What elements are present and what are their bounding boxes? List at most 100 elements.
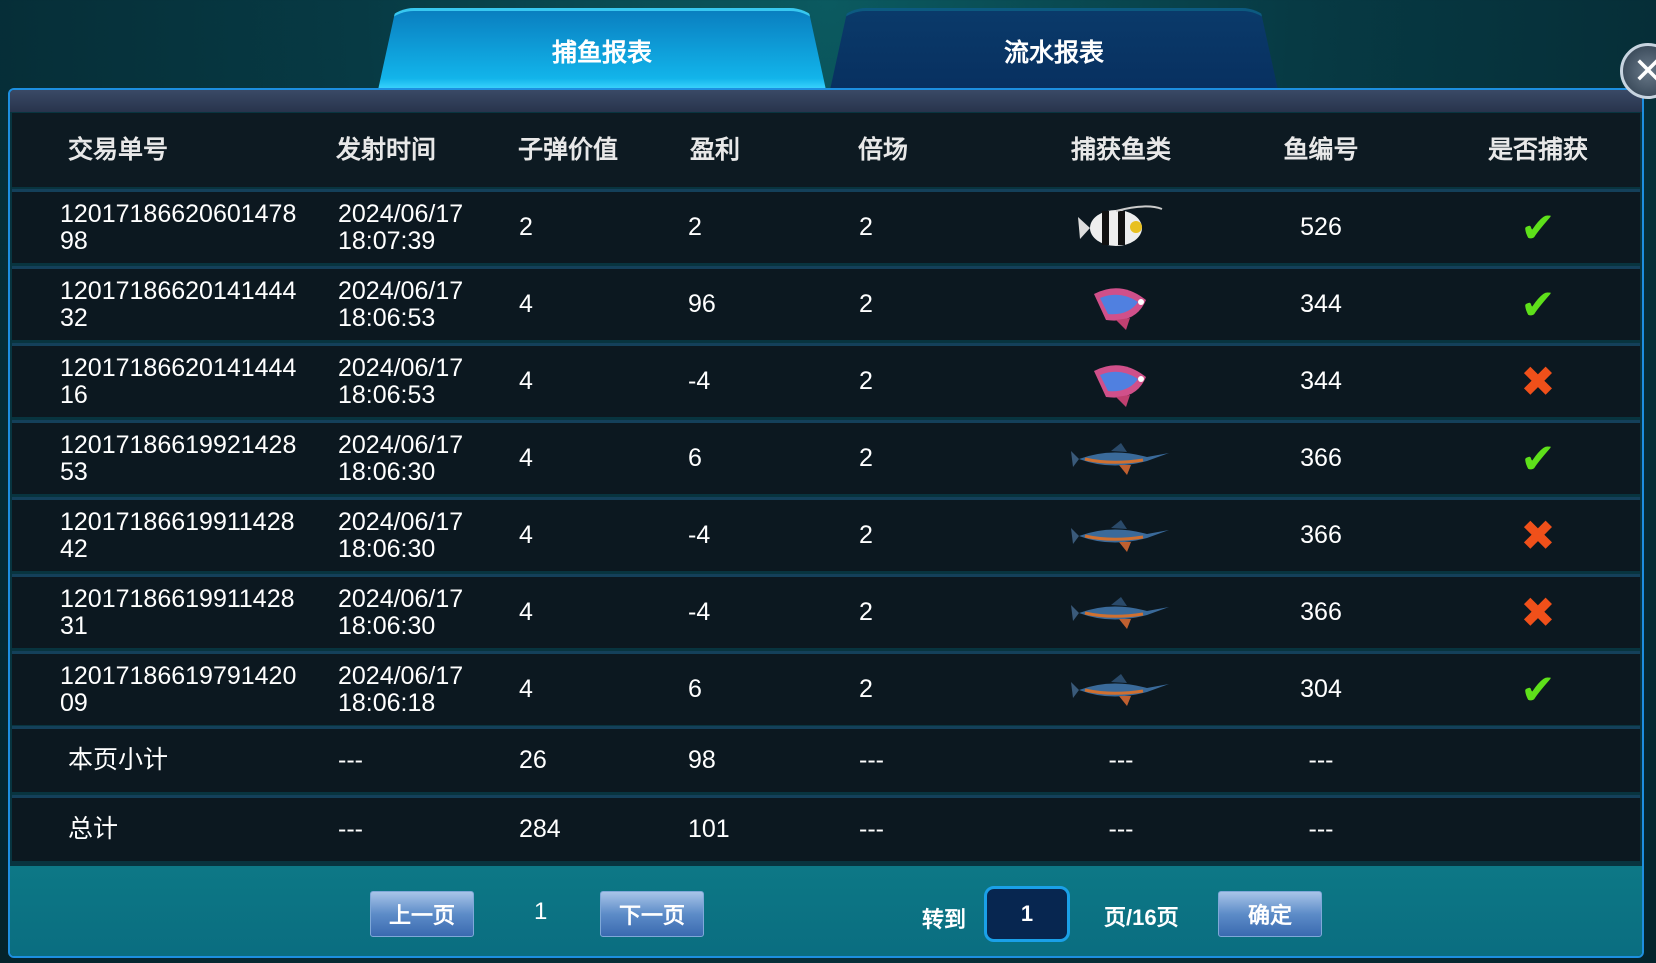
profit: 2 <box>688 213 702 241</box>
fish-number: 344 <box>1300 290 1342 318</box>
subtotal-fish: --- <box>1108 746 1134 774</box>
fire-time: 2024/06/17 18:06:30 <box>338 430 464 486</box>
profit: -4 <box>688 367 711 395</box>
fish-number: 344 <box>1300 367 1342 395</box>
profit: -4 <box>688 598 711 626</box>
table-row: 12017186619921428 53 2024/06/17 18:06:30 4… <box>12 420 1640 494</box>
table-header: 交易单号 发射时间 子弹价值 盈利 倍场 捕获鱼类 鱼编号 是否捕获 <box>12 113 1640 187</box>
cross-icon: ✖ <box>1520 511 1556 559</box>
subtotal-bullet: 26 <box>519 746 547 774</box>
subtotal-row: 本页小计 --- 26 98 --- --- --- <box>12 726 1640 792</box>
tab-label: 流水报表 <box>1003 38 1104 67</box>
fire-time: 2024/06/17 18:06:18 <box>338 661 464 717</box>
fish-number: 366 <box>1300 444 1342 472</box>
pagination-bar: 上一页 1 下一页 转到 页/16页 确定 <box>10 866 1642 956</box>
column-header: 交易单号 <box>68 135 169 164</box>
current-page: 1 <box>534 898 548 925</box>
table-row: 12017186619911428 42 2024/06/17 18:06:30 4… <box>12 497 1640 571</box>
transaction-id: 12017186620141444 32 <box>60 276 297 332</box>
table-row: 12017186619791420 09 2024/06/17 18:06:18 4… <box>12 651 1640 725</box>
subtotal-time: --- <box>338 746 363 774</box>
table-row: 12017186620141444 32 2024/06/17 18:06:53 4… <box>12 266 1640 340</box>
transaction-id: 12017186619791420 09 <box>60 661 297 717</box>
report-panel: 交易单号 发射时间 子弹价值 盈利 倍场 捕获鱼类 鱼编号 是否捕获 12017… <box>8 88 1644 958</box>
total-label: 总计 <box>68 815 119 843</box>
check-icon: ✔ <box>1520 434 1556 482</box>
check-icon: ✔ <box>1520 665 1556 713</box>
bullet-value: 4 <box>519 444 533 472</box>
fire-time: 2024/06/17 18:06:53 <box>338 276 464 332</box>
tab-flow-report[interactable]: 流水报表 <box>830 8 1278 90</box>
flying-fish-icon <box>1061 280 1181 330</box>
multiplier: 2 <box>859 213 873 241</box>
cross-icon: ✖ <box>1520 588 1556 636</box>
fire-time: 2024/06/17 18:06:30 <box>338 507 464 563</box>
prev-page-button[interactable]: 上一页 <box>370 891 474 937</box>
total-profit: 101 <box>688 815 730 843</box>
column-header: 盈利 <box>690 135 741 164</box>
fish-number: 366 <box>1300 521 1342 549</box>
total-row: 总计 --- 284 101 --- --- --- <box>12 795 1640 861</box>
column-header: 捕获鱼类 <box>1070 135 1171 164</box>
total-time: --- <box>338 815 363 843</box>
subtotal-label: 本页小计 <box>68 746 169 774</box>
multiplier: 2 <box>859 290 873 318</box>
swordfish-icon <box>1061 516 1181 556</box>
bullet-value: 4 <box>519 521 533 549</box>
multiplier: 2 <box>859 444 873 472</box>
profit: 96 <box>688 290 716 318</box>
column-header: 子弹价值 <box>518 135 619 164</box>
page-count: 页/16页 <box>1104 905 1179 930</box>
multiplier: 2 <box>859 598 873 626</box>
table-row: 12017186620141444 16 2024/06/17 18:06:53 4… <box>12 343 1640 417</box>
next-page-button[interactable]: 下一页 <box>600 891 704 937</box>
column-header: 发射时间 <box>336 135 437 164</box>
multiplier: 2 <box>859 521 873 549</box>
tab-fishing-report[interactable]: 捕鱼报表 <box>378 8 826 90</box>
transaction-id: 12017186619911428 31 <box>60 584 295 640</box>
total-mult: --- <box>859 815 884 843</box>
close-icon: ✕ <box>1632 50 1656 91</box>
panel-top-bar <box>10 90 1642 112</box>
profit: -4 <box>688 521 711 549</box>
goto-page-input[interactable] <box>984 886 1070 942</box>
subtotal-fish-no: --- <box>1308 746 1334 774</box>
cross-icon: ✖ <box>1520 357 1556 405</box>
total-bullet: 284 <box>519 815 561 843</box>
goto-label: 转到 <box>922 907 967 932</box>
bullet-value: 4 <box>519 290 533 318</box>
swordfish-icon <box>1061 593 1181 633</box>
transaction-id: 12017186619921428 53 <box>60 430 297 486</box>
profit: 6 <box>688 444 702 472</box>
column-header: 鱼编号 <box>1283 135 1359 164</box>
transaction-id: 12017186620601478 98 <box>60 199 297 255</box>
bullet-value: 4 <box>519 598 533 626</box>
swordfish-icon <box>1061 439 1181 479</box>
multiplier: 2 <box>859 675 873 703</box>
fish-number: 526 <box>1300 213 1342 241</box>
fire-time: 2024/06/17 18:06:30 <box>338 584 464 640</box>
bullet-value: 2 <box>519 213 533 241</box>
check-icon: ✔ <box>1520 280 1556 328</box>
column-header: 是否捕获 <box>1487 135 1588 164</box>
transaction-id: 12017186619911428 42 <box>60 507 295 563</box>
flying-fish-icon <box>1061 357 1181 407</box>
fire-time: 2024/06/17 18:06:53 <box>338 353 464 409</box>
total-fish: --- <box>1108 815 1134 843</box>
multiplier: 2 <box>859 367 873 395</box>
confirm-button[interactable]: 确定 <box>1218 891 1322 937</box>
subtotal-profit: 98 <box>688 746 716 774</box>
total-fish-no: --- <box>1308 815 1334 843</box>
fire-time: 2024/06/17 18:07:39 <box>338 199 464 255</box>
tab-label: 捕鱼报表 <box>551 38 652 67</box>
transaction-id: 12017186620141444 16 <box>60 353 297 409</box>
bullet-value: 4 <box>519 675 533 703</box>
profit: 6 <box>688 675 702 703</box>
fish-number: 304 <box>1300 675 1342 703</box>
fish-number: 366 <box>1300 598 1342 626</box>
bullet-value: 4 <box>519 367 533 395</box>
swordfish-icon <box>1061 670 1181 710</box>
column-header: 倍场 <box>858 135 909 164</box>
subtotal-mult: --- <box>859 746 884 774</box>
striped-angelfish-icon <box>1061 203 1181 253</box>
